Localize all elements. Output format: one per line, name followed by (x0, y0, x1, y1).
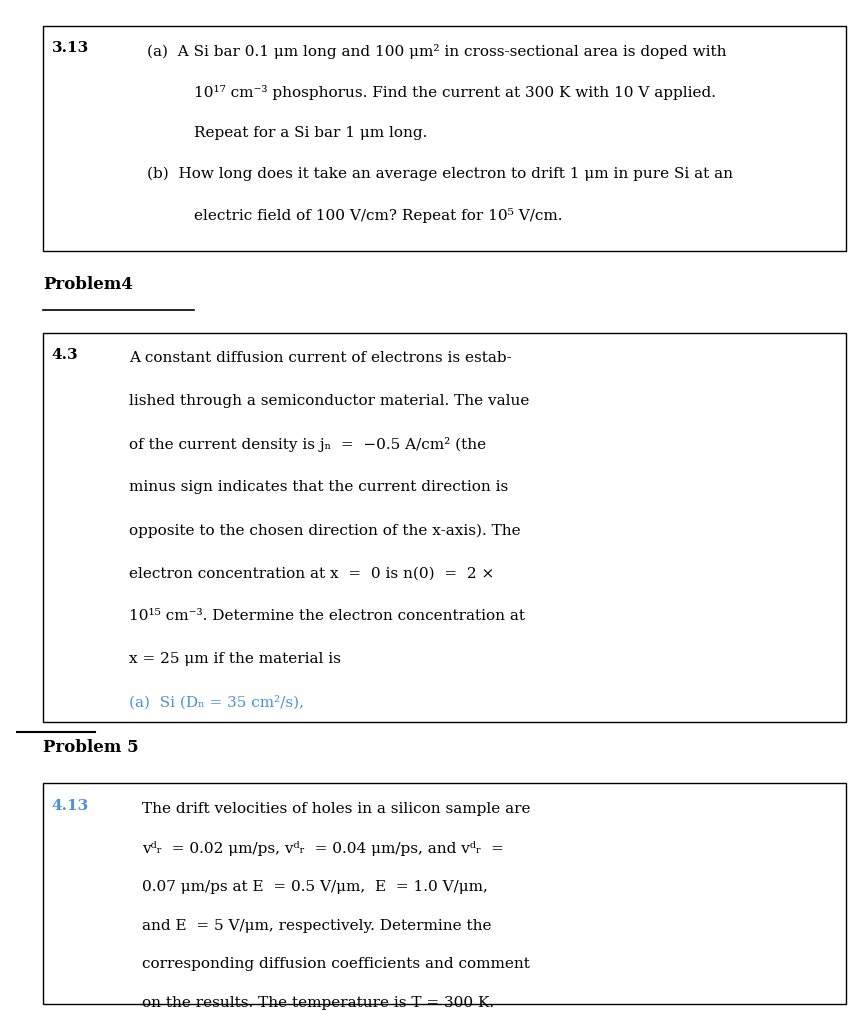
Text: lished through a semiconductor material. The value: lished through a semiconductor material.… (129, 394, 530, 409)
Text: opposite to the chosen direction of the x-axis). The: opposite to the chosen direction of the … (129, 523, 521, 538)
Text: The drift velocities of holes in a silicon sample are: The drift velocities of holes in a silic… (142, 802, 531, 816)
Text: 0.07 μm/ps at E  = 0.5 V/μm,  E  = 1.0 V/μm,: 0.07 μm/ps at E = 0.5 V/μm, E = 1.0 V/μm… (142, 880, 488, 894)
FancyBboxPatch shape (43, 333, 846, 722)
Text: x = 25 μm if the material is: x = 25 μm if the material is (129, 652, 342, 667)
Text: Repeat for a Si bar 1 μm long.: Repeat for a Si bar 1 μm long. (194, 126, 427, 140)
Text: 10¹⁷ cm⁻³ phosphorus. Find the current at 300 K with 10 V applied.: 10¹⁷ cm⁻³ phosphorus. Find the current a… (194, 85, 716, 100)
Text: Problem4: Problem4 (43, 276, 133, 294)
Text: electron concentration at x  =  0 is n(0)  =  2 ×: electron concentration at x = 0 is n(0) … (129, 566, 494, 581)
Text: electric field of 100 V/cm? Repeat for 10⁵ V/cm.: electric field of 100 V/cm? Repeat for 1… (194, 208, 563, 223)
Text: (a)  A Si bar 0.1 μm long and 100 μm² in cross-sectional area is doped with: (a) A Si bar 0.1 μm long and 100 μm² in … (147, 44, 726, 59)
FancyBboxPatch shape (43, 26, 846, 251)
Text: of the current density is jₙ  =  −0.5 A/cm² (the: of the current density is jₙ = −0.5 A/cm… (129, 437, 487, 453)
Text: 4.13: 4.13 (52, 799, 89, 813)
Text: (b)  How long does it take an average electron to drift 1 μm in pure Si at an: (b) How long does it take an average ele… (147, 167, 733, 181)
Text: minus sign indicates that the current direction is: minus sign indicates that the current di… (129, 480, 508, 495)
Text: (a)  Si (Dₙ = 35 cm²/s),: (a) Si (Dₙ = 35 cm²/s), (129, 695, 305, 710)
Text: Problem 5: Problem 5 (43, 739, 139, 757)
Text: 3.13: 3.13 (52, 41, 89, 55)
Text: A constant diffusion current of electrons is estab-: A constant diffusion current of electron… (129, 351, 513, 366)
Text: corresponding diffusion coefficients and comment: corresponding diffusion coefficients and… (142, 957, 530, 972)
Text: vᵈᵣ  = 0.02 μm/ps, vᵈᵣ  = 0.04 μm/ps, and vᵈᵣ  =: vᵈᵣ = 0.02 μm/ps, vᵈᵣ = 0.04 μm/ps, and … (142, 841, 504, 856)
Text: and E  = 5 V/μm, respectively. Determine the: and E = 5 V/μm, respectively. Determine … (142, 919, 492, 933)
Text: on the results. The temperature is T = 300 K.: on the results. The temperature is T = 3… (142, 996, 494, 1011)
Text: 4.3: 4.3 (52, 348, 79, 362)
FancyBboxPatch shape (43, 783, 846, 1004)
Text: 10¹⁵ cm⁻³. Determine the electron concentration at: 10¹⁵ cm⁻³. Determine the electron concen… (129, 609, 526, 624)
